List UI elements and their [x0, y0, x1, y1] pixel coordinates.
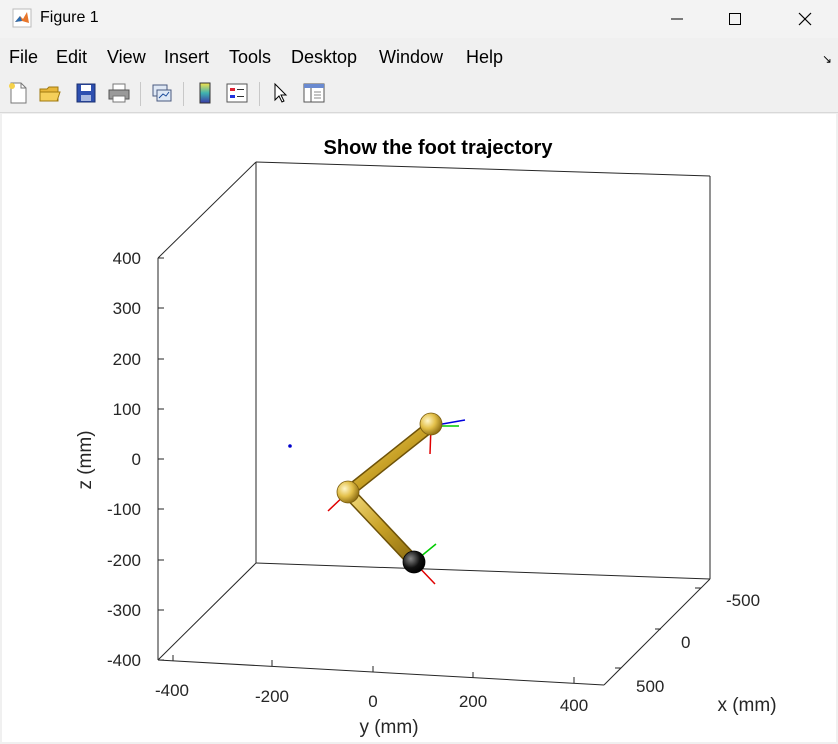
menu-view[interactable]: View	[107, 47, 146, 67]
box-edge	[157, 562, 257, 661]
menu-help[interactable]: Help	[466, 47, 504, 67]
box-edge	[255, 161, 711, 177]
y-axis-ticks	[172, 655, 575, 683]
toolbar-separator	[183, 82, 184, 106]
foot-end-effector	[402, 550, 426, 574]
axes-3d[interactable]: 400 300 200 100 0 -100 -200 -300 -400 -4…	[2, 114, 836, 742]
x-tick-label: 0	[681, 633, 690, 652]
box-edge	[603, 578, 711, 686]
maximize-button[interactable]	[712, 0, 758, 38]
box-edge	[255, 562, 711, 580]
figure-canvas[interactable]: 400 300 200 100 0 -100 -200 -300 -400 -4…	[2, 114, 836, 742]
z-axis-label: z (mm)	[75, 430, 96, 489]
thigh-link	[343, 421, 436, 497]
z-axis-ticks	[158, 257, 164, 661]
close-button[interactable]	[782, 0, 828, 38]
save-icon[interactable]	[74, 81, 98, 105]
menu-bar: File Edit View Insert Tools Desktop Wind…	[0, 44, 838, 72]
menu-edit[interactable]: Edit	[56, 47, 88, 67]
y-tick-labels: -400 -200 0 200 400	[155, 681, 588, 715]
z-tick-label: -300	[107, 601, 141, 620]
matlab-logo-icon	[12, 8, 32, 28]
new-figure-icon[interactable]	[6, 81, 30, 105]
edit-plot-icon[interactable]	[268, 81, 292, 105]
chart-title: Show the foot trajectory	[324, 137, 554, 159]
menu-window[interactable]: Window	[379, 47, 444, 67]
window-title: Figure 1	[40, 9, 99, 26]
figure-toolbar	[0, 76, 838, 113]
menu-file[interactable]: File	[9, 47, 39, 67]
leg-model	[327, 412, 466, 585]
dock-arrow-icon[interactable]: ↘	[821, 52, 832, 66]
z-tick-label: -200	[107, 551, 141, 570]
open-file-icon[interactable]	[38, 81, 62, 105]
toolbar-separator	[140, 82, 141, 106]
y-axis-label: y (mm)	[359, 717, 418, 738]
x-tick-label: 500	[636, 677, 664, 696]
axes-box	[157, 161, 711, 686]
y-tick-label: 200	[459, 692, 487, 711]
minimize-icon	[671, 18, 683, 20]
z-tick-label: 300	[113, 299, 141, 318]
z-tick-labels: 400 300 200 100 0 -100 -200 -300 -400	[107, 249, 141, 670]
menu-desktop[interactable]: Desktop	[291, 47, 358, 67]
menu-insert[interactable]: Insert	[164, 47, 210, 67]
box-edge	[157, 659, 605, 686]
minimize-button[interactable]	[654, 0, 700, 38]
x-tick-label: -500	[726, 591, 760, 610]
z-tick-label: 400	[113, 249, 141, 268]
y-tick-label: -200	[255, 687, 289, 706]
window-titlebar: Figure 1	[0, 0, 838, 38]
toolbar-separator	[259, 82, 260, 106]
z-tick-label: -400	[107, 651, 141, 670]
x-tick-labels: -500 0 500	[636, 591, 760, 696]
z-tick-label: 0	[132, 450, 141, 469]
insert-colorbar-icon[interactable]	[193, 81, 217, 105]
maximize-icon	[729, 13, 741, 25]
hip-joint	[419, 412, 443, 436]
y-tick-label: 0	[368, 692, 377, 711]
y-tick-label: -400	[155, 681, 189, 700]
close-icon	[798, 12, 812, 26]
knee-joint	[336, 480, 360, 504]
z-tick-label: -100	[107, 500, 141, 519]
shank-link	[343, 487, 419, 567]
z-tick-label: 200	[113, 350, 141, 369]
link-plot-icon[interactable]	[150, 81, 174, 105]
print-icon[interactable]	[107, 81, 131, 105]
x-axis-label: x (mm)	[717, 695, 776, 716]
trajectory-point	[288, 444, 292, 448]
menu-tools[interactable]: Tools	[229, 47, 272, 67]
x-axis-ticks	[615, 587, 701, 669]
z-tick-label: 100	[113, 400, 141, 419]
property-inspector-icon[interactable]	[302, 81, 326, 105]
insert-legend-icon[interactable]	[225, 81, 249, 105]
box-edge	[157, 161, 257, 259]
y-tick-label: 400	[560, 696, 588, 715]
